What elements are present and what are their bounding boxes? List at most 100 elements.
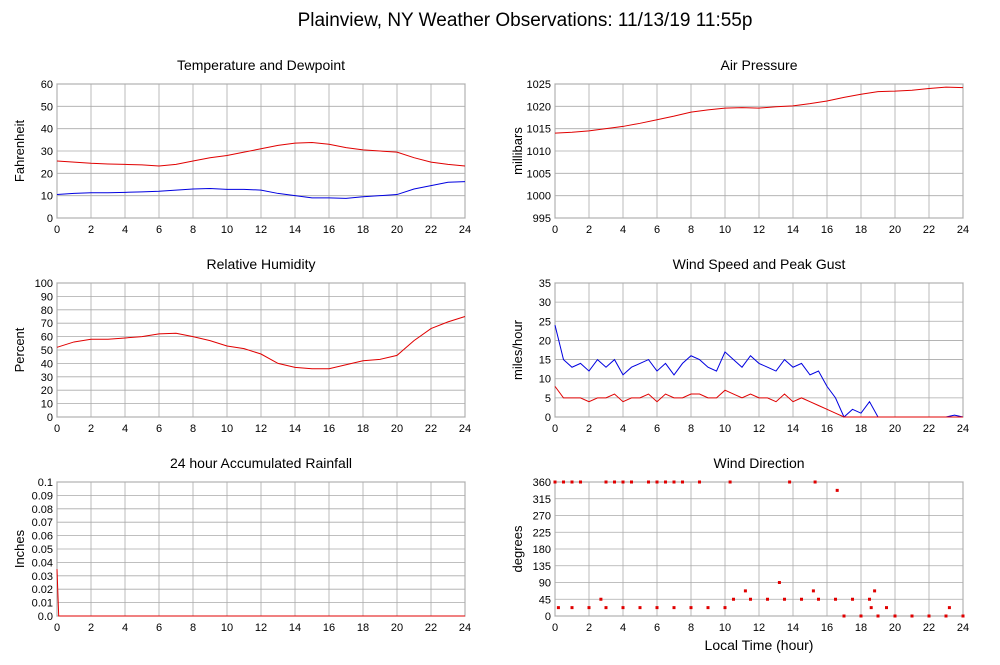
y-tick-label: 180 [533,544,551,556]
y-tick-label: 100 [35,278,53,290]
data-line [56,569,465,617]
y-tick-label: 0.03 [32,571,53,583]
x-tick-label: 0 [54,423,60,435]
chart-panel: 24 hour Accumulated RainfallInches0.00.0… [12,455,471,634]
x-axis-label: Local Time (hour) [705,637,814,653]
x-tick-label: 22 [425,622,437,634]
x-tick-label: 8 [688,423,694,435]
data-point [698,480,701,484]
data-point [672,480,676,484]
x-tick-label: 18 [357,423,369,435]
x-tick-label: 24 [459,622,471,634]
data-point [859,614,863,618]
data-point [587,606,591,610]
data-point [689,606,693,610]
y-tick-label: 1015 [527,124,551,136]
data-point [851,597,854,601]
y-tick-label: 0.05 [32,544,53,556]
data-point [835,488,839,492]
data-point [638,606,642,610]
data-point [873,589,877,593]
y-tick-label: 90 [539,578,551,590]
data-line [56,316,466,370]
y-tick-label: 25 [539,316,551,328]
y-axis-label: degrees [510,525,525,572]
y-tick-label: 80 [41,305,53,317]
data-point [728,480,732,484]
y-tick-label: 50 [41,345,53,357]
data-point [655,606,659,610]
y-tick-label: 0 [545,412,551,424]
data-point [842,614,846,618]
x-tick-label: 22 [425,224,437,236]
x-tick-label: 18 [357,622,369,634]
chart-panel: Air Pressure millibars 995 1000 1005 1010 1015… [510,57,969,236]
y-tick-label: 50 [41,101,53,113]
x-tick-label: 2 [586,622,592,634]
x-tick-label: 14 [289,224,301,236]
y-tick-label: 315 [533,494,551,506]
y-tick-label: 995 [533,213,551,225]
y-tick-label: 70 [41,318,53,330]
x-tick-label: 16 [323,224,335,236]
x-tick-label: 10 [719,622,731,634]
x-tick-label: 16 [821,622,833,634]
x-tick-label: 6 [156,423,162,435]
data-point [621,606,625,610]
x-tick-label: 6 [156,622,162,634]
x-tick-label: 14 [787,423,799,435]
x-tick-label: 10 [221,622,233,634]
x-tick-label: 6 [654,224,660,236]
data-point [885,606,888,610]
data-point [604,480,608,484]
x-tick-label: 24 [459,423,471,435]
x-tick-label: 20 [391,423,403,435]
data-point [556,606,560,610]
x-tick-label: 24 [957,622,969,634]
y-tick-label: 0 [545,611,551,623]
y-tick-label: 0.09 [32,490,53,502]
y-tick-label: 0.06 [32,531,53,543]
x-tick-label: 24 [957,224,969,236]
y-tick-label: 30 [41,146,53,158]
y-tick-label: 30 [539,297,551,309]
x-tick-label: 16 [323,622,335,634]
chart-panel: Temperature and DewpointFahrenheit010203… [12,57,471,236]
x-tick-label: 12 [753,224,765,236]
x-tick-label: 14 [289,622,301,634]
y-tick-label: 360 [533,477,551,489]
x-tick-label: 22 [425,423,437,435]
y-tick-label: 30 [41,372,53,384]
data-point [553,480,557,484]
data-point [869,606,873,610]
x-tick-label: 4 [620,423,626,435]
x-tick-label: 4 [122,622,128,634]
y-tick-label: 0.07 [32,517,53,529]
y-tick-label: 10 [41,191,53,203]
x-tick-label: 10 [221,423,233,435]
x-tick-label: 18 [357,224,369,236]
data-point [811,589,815,593]
y-tick-label: 40 [41,124,53,136]
x-tick-label: 2 [88,622,94,634]
x-tick-label: 22 [923,423,935,435]
y-tick-label: 10 [41,399,53,411]
data-point [777,581,781,584]
x-tick-label: 8 [190,423,196,435]
data-point [672,606,676,610]
x-tick-label: 14 [787,622,799,634]
data-point [613,480,616,484]
y-tick-label: 60 [41,332,53,344]
data-point [743,589,747,593]
data-point [664,480,667,484]
x-tick-label: 20 [889,622,901,634]
data-point [723,606,727,610]
chart-title: Wind Direction [713,455,804,471]
data-line [554,86,964,134]
y-tick-label: 0 [47,213,53,225]
x-tick-label: 18 [855,622,867,634]
y-tick-label: 135 [533,561,551,573]
data-point [599,597,603,601]
y-tick-label: 1025 [527,79,551,91]
data-point [604,606,608,610]
